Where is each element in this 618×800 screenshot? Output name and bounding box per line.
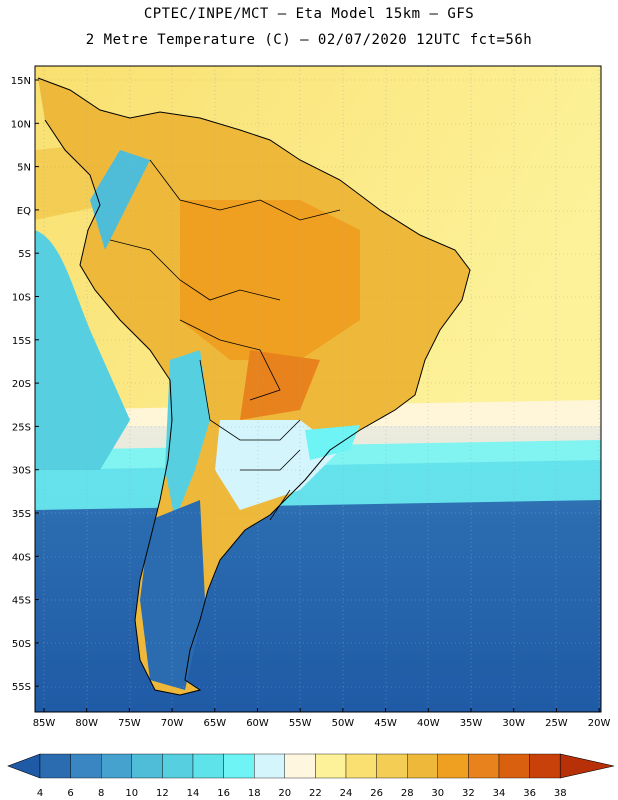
colorbar-tick-label: 24: [340, 788, 353, 799]
lon-tick-label: 75W: [118, 718, 141, 729]
colorbar-arrow-high: [559, 753, 615, 779]
colorbar-box: [223, 753, 255, 779]
lat-tick-label: EQ: [17, 206, 31, 217]
lat-tick-label: 25S: [12, 422, 31, 433]
country-borders: [109, 159, 341, 521]
lon-tick-label: 25W: [545, 718, 568, 729]
chart-title-line1: CPTEC/INPE/MCT – Eta Model 15km – GFS: [143, 6, 475, 22]
lat-tick-label: 45S: [12, 596, 31, 607]
lon-tick-label: 40W: [417, 718, 440, 729]
lat-tick-label: 40S: [12, 552, 31, 563]
colorbar-box: [376, 753, 408, 779]
colorbar-tick-label: 30: [431, 788, 444, 799]
lat-tick-label: 15S: [12, 336, 31, 347]
colorbar-tick-label: 16: [217, 788, 230, 799]
lon-tick-label: 70W: [161, 718, 184, 729]
lon-tick-label: 55W: [289, 718, 312, 729]
colorbar-box: [407, 753, 439, 779]
colorbar-tick-label: 28: [401, 788, 414, 799]
lat-tick-label: 5S: [18, 249, 31, 260]
colorbar-tick-label: 8: [98, 788, 104, 799]
colorbar-tick-label: 26: [370, 788, 383, 799]
colorbar-tick-label: 22: [309, 788, 322, 799]
patagonia-cold: [140, 500, 205, 690]
lon-tick-label: 60W: [246, 718, 269, 729]
lat-tick-label: 30S: [12, 466, 31, 477]
colorbar-box: [529, 753, 561, 779]
colorbar-tick-label: 12: [156, 788, 169, 799]
colorbar-tick-label: 6: [67, 788, 73, 799]
map-field: [35, 66, 601, 712]
map-frame: [34, 65, 602, 713]
colorbar-box: [498, 753, 530, 779]
andes-north-cool: [90, 150, 150, 250]
andes-central-cool: [165, 350, 210, 520]
colorbar-tick-label: 32: [462, 788, 475, 799]
colorbar-box: [315, 753, 347, 779]
pacific-cool-tongue: [35, 230, 130, 470]
colorbar-box: [468, 753, 500, 779]
colorbar-tick-label: 36: [523, 788, 536, 799]
colorbar-tick-label: 34: [493, 788, 506, 799]
colorbar-box: [100, 753, 132, 779]
south-brazil-cool: [305, 425, 360, 460]
lon-tick-label: 20W: [588, 718, 611, 729]
lat-tick-label: 10S: [12, 293, 31, 304]
lon-tick-label: 85W: [33, 718, 56, 729]
longitude-axis: 85W 80W 75W 70W 65W 60W 55W 50W 45W 40W 35W 30W 25W 2…: [33, 708, 611, 729]
lat-tick-label: 15N: [11, 76, 31, 87]
chart-title-line2: 2 Metre Temperature (C) – 02/07/2020 12U…: [85, 32, 533, 48]
coastline: [37, 77, 471, 696]
colorbar-box: [39, 753, 71, 779]
colorbar-tick-label: 4: [37, 788, 43, 799]
colorbar-box: [437, 753, 469, 779]
colorbar-box: [70, 753, 102, 779]
lat-tick-label: 55S: [12, 682, 31, 693]
lon-tick-label: 30W: [502, 718, 525, 729]
lon-tick-label: 45W: [374, 718, 397, 729]
colorbar-box: [253, 753, 285, 779]
colorbar-box: [162, 753, 194, 779]
colorbar-arrow-low: [7, 753, 41, 779]
colorbar-tick-label: 14: [187, 788, 200, 799]
colorbar-box: [131, 753, 163, 779]
amazon-hot-region: [180, 200, 360, 360]
colorbar-tick-label: 10: [125, 788, 138, 799]
lon-tick-label: 65W: [203, 718, 226, 729]
lat-tick-label: 35S: [12, 509, 31, 520]
colorbar-tick-label: 38: [554, 788, 567, 799]
colorbar-box: [284, 753, 316, 779]
lon-tick-label: 80W: [75, 718, 98, 729]
colorbar-tick-label: 18: [248, 788, 261, 799]
lat-tick-label: 10N: [11, 119, 31, 130]
lon-tick-label: 35W: [460, 718, 483, 729]
lat-tick-label: 20S: [12, 379, 31, 390]
colorbar-box: [345, 753, 377, 779]
lat-tick-label: 5N: [17, 163, 31, 174]
latitude-axis: 15N 10N 5N EQ 5S 10S 15S 20S 25S 30S 35S 40S 45S 50S 5…: [11, 76, 39, 693]
lon-tick-label: 50W: [332, 718, 355, 729]
colorbar-tick-label: 20: [278, 788, 291, 799]
lat-tick-label: 50S: [12, 639, 31, 650]
colorbar-box: [192, 753, 224, 779]
